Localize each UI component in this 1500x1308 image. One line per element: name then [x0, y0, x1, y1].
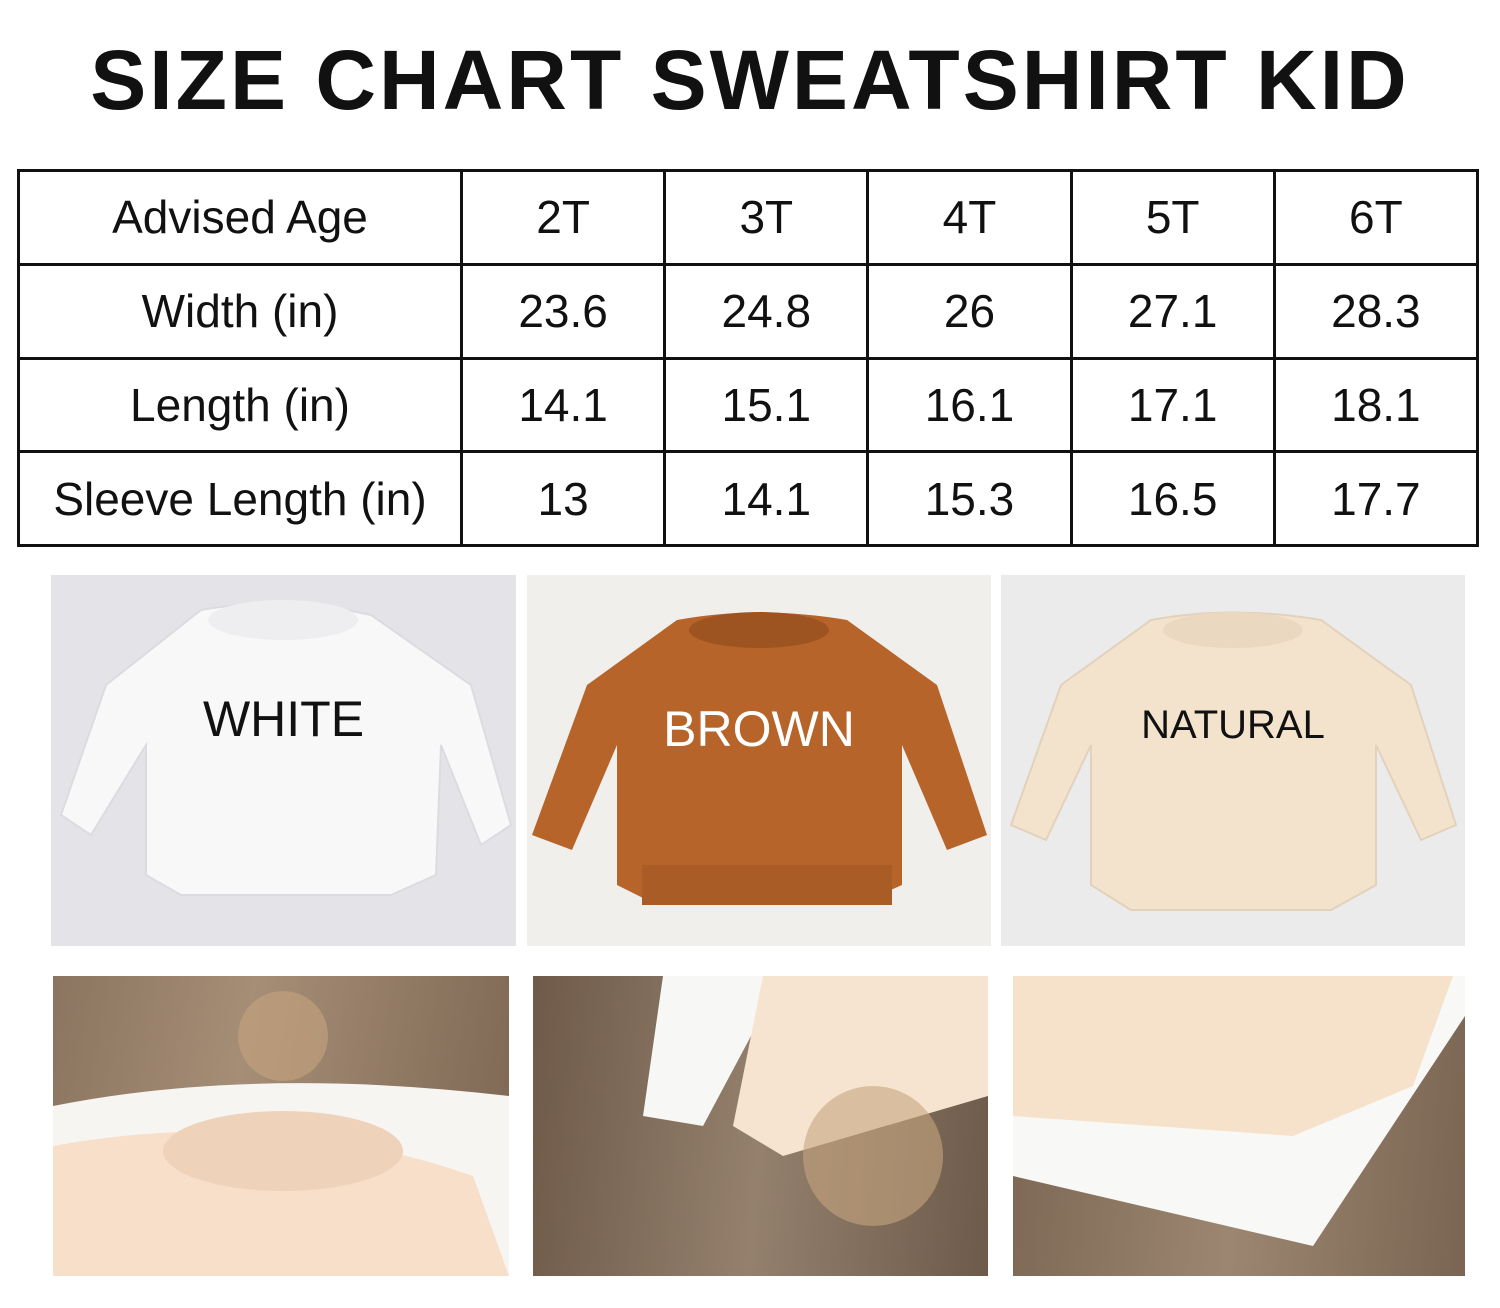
photo-lifestyle-sleeves: [533, 976, 988, 1276]
page-title: SIZE CHART SWEATSHIRT KID: [90, 33, 1410, 127]
photo-brown-sweatshirt: BROWN: [527, 575, 991, 946]
photo-natural-sweatshirt: NATURAL: [1001, 575, 1465, 946]
sweatshirt-icon: [1009, 611, 1458, 911]
color-label-natural: NATURAL: [1141, 703, 1325, 747]
table-cell: 17.1: [1069, 356, 1276, 454]
table-cell: 16.1: [866, 356, 1073, 454]
table-header-cell: 4T: [866, 169, 1073, 266]
photo-white-sweatshirt: WHITE: [51, 575, 516, 946]
photo-lifestyle-collar: [53, 976, 509, 1276]
table-cell: 14.1: [663, 450, 870, 547]
sweatshirt-hem-image: [1013, 976, 1465, 1246]
row-label: Sleeve Length (in): [17, 450, 463, 547]
table-cell: 27.1: [1069, 262, 1276, 360]
table-cell: 28.3: [1272, 262, 1480, 360]
table-header-cell: 5T: [1069, 169, 1276, 266]
table-header-cell: Advised Age: [17, 169, 463, 266]
table-header-cell: 3T: [663, 169, 870, 266]
table-header-cell: 2T: [459, 169, 667, 266]
table-cell: 17.7: [1272, 450, 1480, 547]
table-row: Width (in) 23.6 24.8 26 27.1 28.3: [17, 262, 1480, 360]
table-cell: 24.8: [663, 262, 870, 360]
table-row: Sleeve Length (in) 13 14.1 15.3 16.5 17.…: [17, 450, 1480, 547]
table-cell: 14.1: [459, 356, 667, 454]
table-header-row: Advised Age 2T 3T 4T 5T 6T: [17, 169, 1480, 266]
table-row: Length (in) 14.1 15.1 16.1 17.1 18.1: [17, 356, 1480, 454]
table-cell: 15.1: [663, 356, 870, 454]
color-label-white: WHITE: [202, 691, 365, 747]
color-label-brown: BROWN: [663, 701, 855, 757]
table-cell: 13: [459, 450, 667, 547]
sweatshirt-icon: [532, 612, 987, 905]
photo-lifestyle-hem: [1013, 976, 1465, 1276]
size-chart-table: Advised Age 2T 3T 4T 5T 6T Width (in) 23…: [17, 169, 1480, 547]
table-header-cell: 6T: [1272, 169, 1480, 266]
sweatshirt-sleeves-image: [643, 976, 988, 1226]
table-cell: 26: [866, 262, 1073, 360]
row-label: Length (in): [17, 356, 463, 454]
table-cell: 16.5: [1069, 450, 1276, 547]
sweatshirt-icon: [59, 600, 513, 896]
row-label: Width (in): [17, 262, 463, 360]
table-cell: 18.1: [1272, 356, 1480, 454]
table-cell: 23.6: [459, 262, 667, 360]
sweatshirt-closeup-image: [53, 991, 509, 1276]
table-cell: 15.3: [866, 450, 1073, 547]
